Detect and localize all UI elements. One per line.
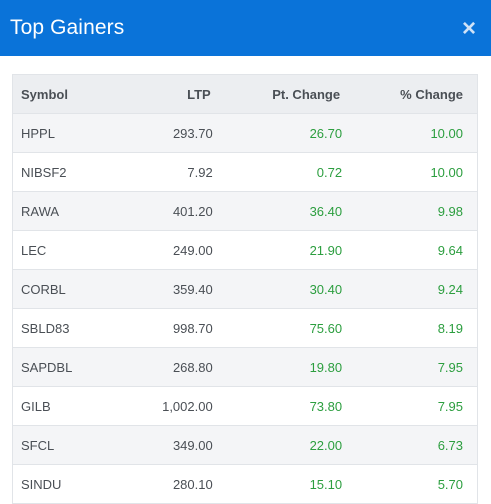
pct-change-cell: 10.00 bbox=[342, 113, 478, 153]
ltp-cell: 7.92 bbox=[117, 152, 213, 192]
table-row[interactable]: RAWA 401.20 36.40 9.98 bbox=[12, 191, 478, 231]
column-header-pt-change[interactable]: Pt. Change bbox=[212, 74, 343, 114]
ltp-cell: 998.70 bbox=[117, 308, 213, 348]
pt-change-cell: 0.72 bbox=[212, 152, 343, 192]
ltp-cell: 249.00 bbox=[117, 230, 213, 270]
pt-change-cell: 26.70 bbox=[212, 113, 343, 153]
column-header-ltp[interactable]: LTP bbox=[117, 74, 213, 114]
pt-change-cell: 21.90 bbox=[212, 230, 343, 270]
table-row[interactable]: HPPL 293.70 26.70 10.00 bbox=[12, 113, 478, 153]
symbol-cell[interactable]: GILB bbox=[12, 386, 118, 426]
pct-change-cell: 7.95 bbox=[342, 386, 478, 426]
ltp-cell: 293.70 bbox=[117, 113, 213, 153]
pct-change-cell: 10.00 bbox=[342, 152, 478, 192]
dialog-header: Top Gainers × bbox=[0, 0, 491, 56]
pt-change-cell: 15.10 bbox=[212, 464, 343, 504]
pct-change-cell: 8.19 bbox=[342, 308, 478, 348]
dialog-title: Top Gainers bbox=[10, 16, 125, 39]
pt-change-cell: 30.40 bbox=[212, 269, 343, 309]
table-row[interactable]: SAPDBL 268.80 19.80 7.95 bbox=[12, 347, 478, 387]
symbol-cell[interactable]: SBLD83 bbox=[12, 308, 118, 348]
table-row[interactable]: NIBSF2 7.92 0.72 10.00 bbox=[12, 152, 478, 192]
ltp-cell: 349.00 bbox=[117, 425, 213, 465]
pct-change-cell: 9.98 bbox=[342, 191, 478, 231]
pt-change-cell: 36.40 bbox=[212, 191, 343, 231]
pct-change-cell: 9.64 bbox=[342, 230, 478, 270]
ltp-cell: 1,002.00 bbox=[117, 386, 213, 426]
table-header-row: Symbol LTP Pt. Change % Change bbox=[12, 74, 478, 114]
pt-change-cell: 73.80 bbox=[212, 386, 343, 426]
symbol-cell[interactable]: LEC bbox=[12, 230, 118, 270]
table-row[interactable]: LEC 249.00 21.90 9.64 bbox=[12, 230, 478, 270]
column-header-pct-change[interactable]: % Change bbox=[342, 74, 478, 114]
column-header-symbol[interactable]: Symbol bbox=[12, 74, 118, 114]
symbol-cell[interactable]: SINDU bbox=[12, 464, 118, 504]
ltp-cell: 401.20 bbox=[117, 191, 213, 231]
ltp-cell: 268.80 bbox=[117, 347, 213, 387]
pct-change-cell: 5.70 bbox=[342, 464, 478, 504]
pct-change-cell: 9.24 bbox=[342, 269, 478, 309]
table-row[interactable]: GILB 1,002.00 73.80 7.95 bbox=[12, 386, 478, 426]
symbol-cell[interactable]: NIBSF2 bbox=[12, 152, 118, 192]
dialog-body: Symbol LTP Pt. Change % Change HPPL 293.7… bbox=[0, 56, 491, 504]
ltp-cell: 359.40 bbox=[117, 269, 213, 309]
close-icon[interactable]: × bbox=[461, 15, 476, 42]
table-row[interactable]: SINDU 280.10 15.10 5.70 bbox=[12, 464, 478, 504]
pct-change-cell: 6.73 bbox=[342, 425, 478, 465]
pt-change-cell: 75.60 bbox=[212, 308, 343, 348]
ltp-cell: 280.10 bbox=[117, 464, 213, 504]
symbol-cell[interactable]: RAWA bbox=[12, 191, 118, 231]
pct-change-cell: 7.95 bbox=[342, 347, 478, 387]
symbol-cell[interactable]: HPPL bbox=[12, 113, 118, 153]
pt-change-cell: 22.00 bbox=[212, 425, 343, 465]
table-row[interactable]: SBLD83 998.70 75.60 8.19 bbox=[12, 308, 478, 348]
table-row[interactable]: SFCL 349.00 22.00 6.73 bbox=[12, 425, 478, 465]
table-row[interactable]: CORBL 359.40 30.40 9.24 bbox=[12, 269, 478, 309]
symbol-cell[interactable]: SFCL bbox=[12, 425, 118, 465]
symbol-cell[interactable]: SAPDBL bbox=[12, 347, 118, 387]
symbol-cell[interactable]: CORBL bbox=[12, 269, 118, 309]
pt-change-cell: 19.80 bbox=[212, 347, 343, 387]
gainers-table: Symbol LTP Pt. Change % Change HPPL 293.7… bbox=[12, 74, 478, 504]
